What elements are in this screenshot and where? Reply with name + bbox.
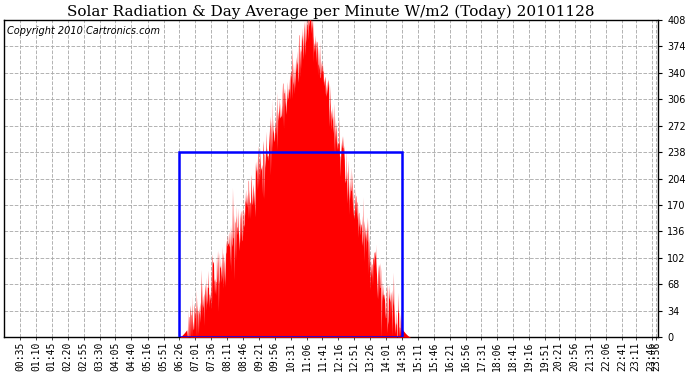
Bar [179,152,402,337]
Title: Solar Radiation & Day Average per Minute W/m2 (Today) 20101128: Solar Radiation & Day Average per Minute… [68,4,595,18]
Text: Copyright 2010 Cartronics.com: Copyright 2010 Cartronics.com [8,26,161,36]
